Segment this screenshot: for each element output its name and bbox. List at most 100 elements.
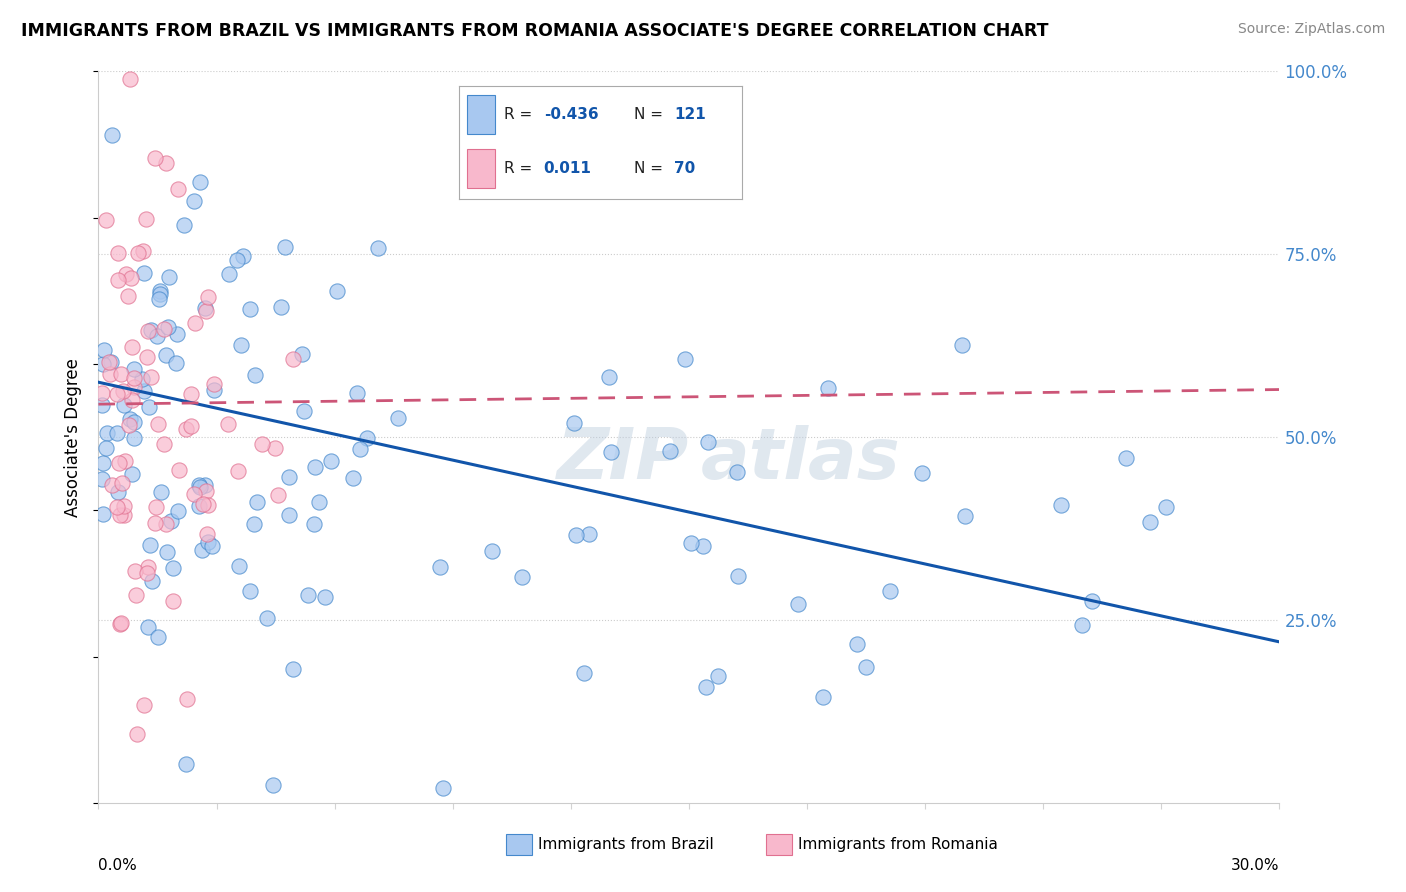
Point — [194, 477, 217, 491]
Point — [367, 241, 389, 255]
Point — [108, 456, 131, 470]
Point — [349, 442, 371, 457]
Point — [115, 267, 138, 281]
Point — [135, 212, 157, 227]
Point — [953, 508, 976, 523]
Point — [93, 343, 115, 357]
Point — [314, 590, 336, 604]
Point — [122, 380, 145, 394]
Point — [100, 355, 122, 369]
Point — [695, 680, 717, 694]
Point — [180, 387, 202, 401]
Point — [107, 246, 129, 260]
Point — [145, 516, 167, 531]
Point — [136, 324, 159, 338]
Point — [356, 431, 378, 445]
Point — [155, 348, 177, 362]
Point — [911, 466, 934, 480]
Point — [173, 219, 195, 233]
Point — [148, 292, 170, 306]
Point — [121, 340, 143, 354]
Point — [267, 488, 290, 502]
Point — [94, 213, 117, 227]
Point — [346, 386, 368, 401]
Point — [122, 431, 145, 445]
Point — [134, 698, 156, 712]
Point — [134, 266, 156, 280]
Point — [432, 781, 454, 796]
Point — [197, 498, 219, 512]
Point — [96, 425, 118, 440]
Point — [139, 370, 162, 384]
Text: ZIP: ZIP — [557, 425, 689, 493]
Point — [429, 559, 451, 574]
Point — [174, 756, 197, 771]
Y-axis label: Associate's Degree: Associate's Degree — [65, 358, 83, 516]
Point — [1070, 618, 1092, 632]
Point — [572, 666, 595, 681]
Point — [1154, 500, 1177, 514]
Point — [110, 616, 132, 631]
Point — [600, 445, 623, 459]
Point — [183, 194, 205, 208]
Point — [278, 470, 301, 484]
Point — [136, 560, 159, 574]
Point — [1081, 593, 1104, 607]
Point — [481, 544, 503, 558]
Point — [118, 418, 141, 433]
Point — [96, 441, 118, 455]
Point — [100, 128, 122, 142]
Point — [120, 412, 142, 426]
Point — [319, 453, 342, 467]
Point — [150, 485, 173, 500]
Point — [107, 485, 129, 500]
Point — [659, 444, 682, 458]
Point — [562, 416, 585, 430]
Point — [304, 459, 326, 474]
Point — [145, 500, 167, 514]
Point — [120, 271, 142, 285]
Point — [387, 410, 409, 425]
Point — [146, 417, 169, 431]
Point — [697, 435, 720, 450]
Point — [153, 437, 176, 451]
Point — [281, 351, 304, 366]
Point — [197, 290, 219, 304]
Point — [91, 456, 114, 470]
Point — [193, 497, 215, 511]
Point — [239, 584, 262, 599]
Point — [162, 593, 184, 607]
Point — [166, 182, 188, 196]
Point — [91, 398, 114, 412]
Point — [143, 151, 166, 165]
Point — [167, 504, 190, 518]
Point — [578, 526, 600, 541]
Point — [188, 477, 211, 491]
Point — [91, 386, 114, 401]
Point — [264, 442, 287, 456]
Point — [277, 508, 299, 522]
Point — [120, 71, 142, 86]
Point — [112, 508, 135, 522]
Point — [132, 244, 155, 258]
Point — [136, 350, 159, 364]
Point — [811, 690, 834, 705]
Point — [183, 487, 205, 501]
Point — [139, 323, 162, 337]
FancyBboxPatch shape — [506, 833, 531, 855]
Point — [98, 368, 121, 382]
Point — [165, 356, 187, 370]
Point — [325, 284, 347, 298]
Point — [112, 500, 135, 514]
Point — [174, 422, 197, 436]
Point — [786, 597, 808, 611]
Point — [950, 338, 973, 352]
Point — [281, 661, 304, 675]
Text: atlas: atlas — [700, 425, 900, 493]
Point — [817, 381, 839, 395]
Point — [302, 517, 325, 532]
FancyBboxPatch shape — [766, 833, 792, 855]
Point — [125, 588, 148, 602]
Point — [225, 253, 247, 268]
Point — [122, 416, 145, 430]
